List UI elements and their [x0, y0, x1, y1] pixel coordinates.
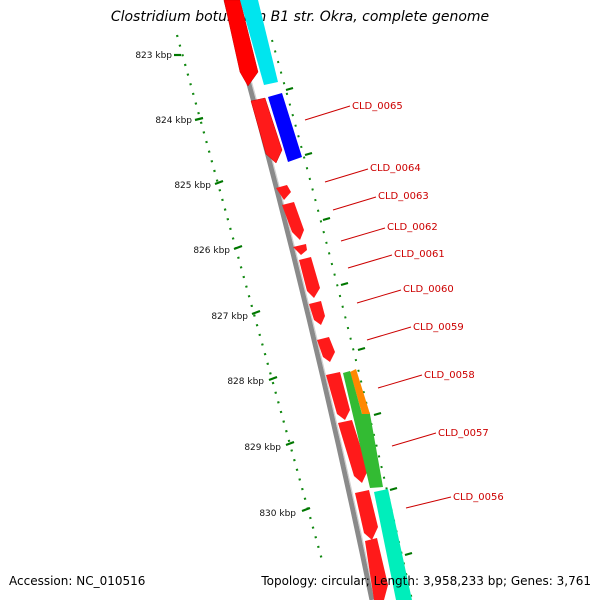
- genes-label: Genes:: [510, 574, 553, 588]
- cds-arrow: [309, 301, 325, 325]
- teal-feature: [374, 489, 412, 600]
- cds-arrow: [365, 538, 388, 600]
- map-title: Clostridium botulinum B1 str. Okra, comp…: [110, 9, 490, 25]
- gene-label: CLD_0057: [438, 428, 489, 439]
- gene-label: CLD_0059: [413, 322, 464, 333]
- genome-stats: Topology: circular; Length: 3,958,233 bp…: [261, 574, 591, 588]
- gene-label: CLD_0065: [352, 101, 403, 112]
- ruler-tick-label: 826 kbp: [193, 246, 230, 256]
- accession-text: Accession: NC_010516: [9, 574, 145, 588]
- length-label: Length:: [373, 574, 420, 588]
- accession-value: NC_010516: [76, 574, 146, 588]
- gene-label: CLD_0062: [387, 222, 438, 233]
- green-feature: [343, 371, 383, 488]
- cyan-feature: [240, 0, 278, 85]
- accession-label: Accession:: [9, 574, 73, 588]
- cds-arrow: [299, 257, 320, 298]
- gene-label: CLD_0064: [370, 163, 421, 174]
- ruler-tick-label: 828 kbp: [227, 377, 264, 387]
- genes-value: 3,761: [556, 574, 591, 588]
- inner-ruler: [271, 39, 413, 600]
- topology-label: Topology:: [261, 574, 318, 588]
- ruler-tick-label: 830 kbp: [259, 509, 296, 519]
- cds-arrow: [326, 372, 350, 420]
- gene-label: CLD_0056: [453, 492, 504, 503]
- cds-arrow: [250, 97, 283, 164]
- gene-label: CLD_0061: [394, 249, 445, 260]
- gene-label: CLD_0058: [424, 370, 475, 381]
- ruler-labels: 823 kbp 824 kbp 825 kbp 826 kbp 827 kbp …: [135, 51, 296, 519]
- ruler-dots: [175, 34, 324, 561]
- topology-value: circular: [321, 574, 366, 588]
- colored-features: [240, 0, 412, 600]
- cds-arrow: [276, 185, 291, 200]
- cds-arrow: [317, 337, 335, 362]
- gene-label: CLD_0063: [378, 191, 429, 202]
- cds-arrow: [338, 420, 368, 483]
- ruler-tick-label: 827 kbp: [211, 312, 248, 322]
- ruler-ticks: [174, 53, 311, 513]
- cds-features: [223, 0, 388, 600]
- orange-feature: [350, 369, 370, 417]
- blue-feature: [268, 93, 302, 162]
- cds-arrow: [355, 490, 378, 540]
- cds-arrow: [282, 202, 304, 240]
- gene-leaders: [304, 105, 452, 509]
- length-value: 3,958,233 bp: [422, 574, 503, 588]
- ruler-tick-label: 825 kbp: [174, 181, 211, 191]
- cds-arrow: [223, 0, 259, 87]
- cds-arrow: [293, 244, 307, 255]
- ruler-tick-label: 824 kbp: [155, 116, 192, 126]
- gene-label: CLD_0060: [403, 284, 454, 295]
- ruler-tick-label: 823 kbp: [135, 51, 172, 61]
- backbone: [223, 0, 376, 600]
- ruler-tick-label: 829 kbp: [244, 443, 281, 453]
- gene-labels: CLD_0065 CLD_0064 CLD_0063 CLD_0062 CLD_…: [352, 101, 504, 503]
